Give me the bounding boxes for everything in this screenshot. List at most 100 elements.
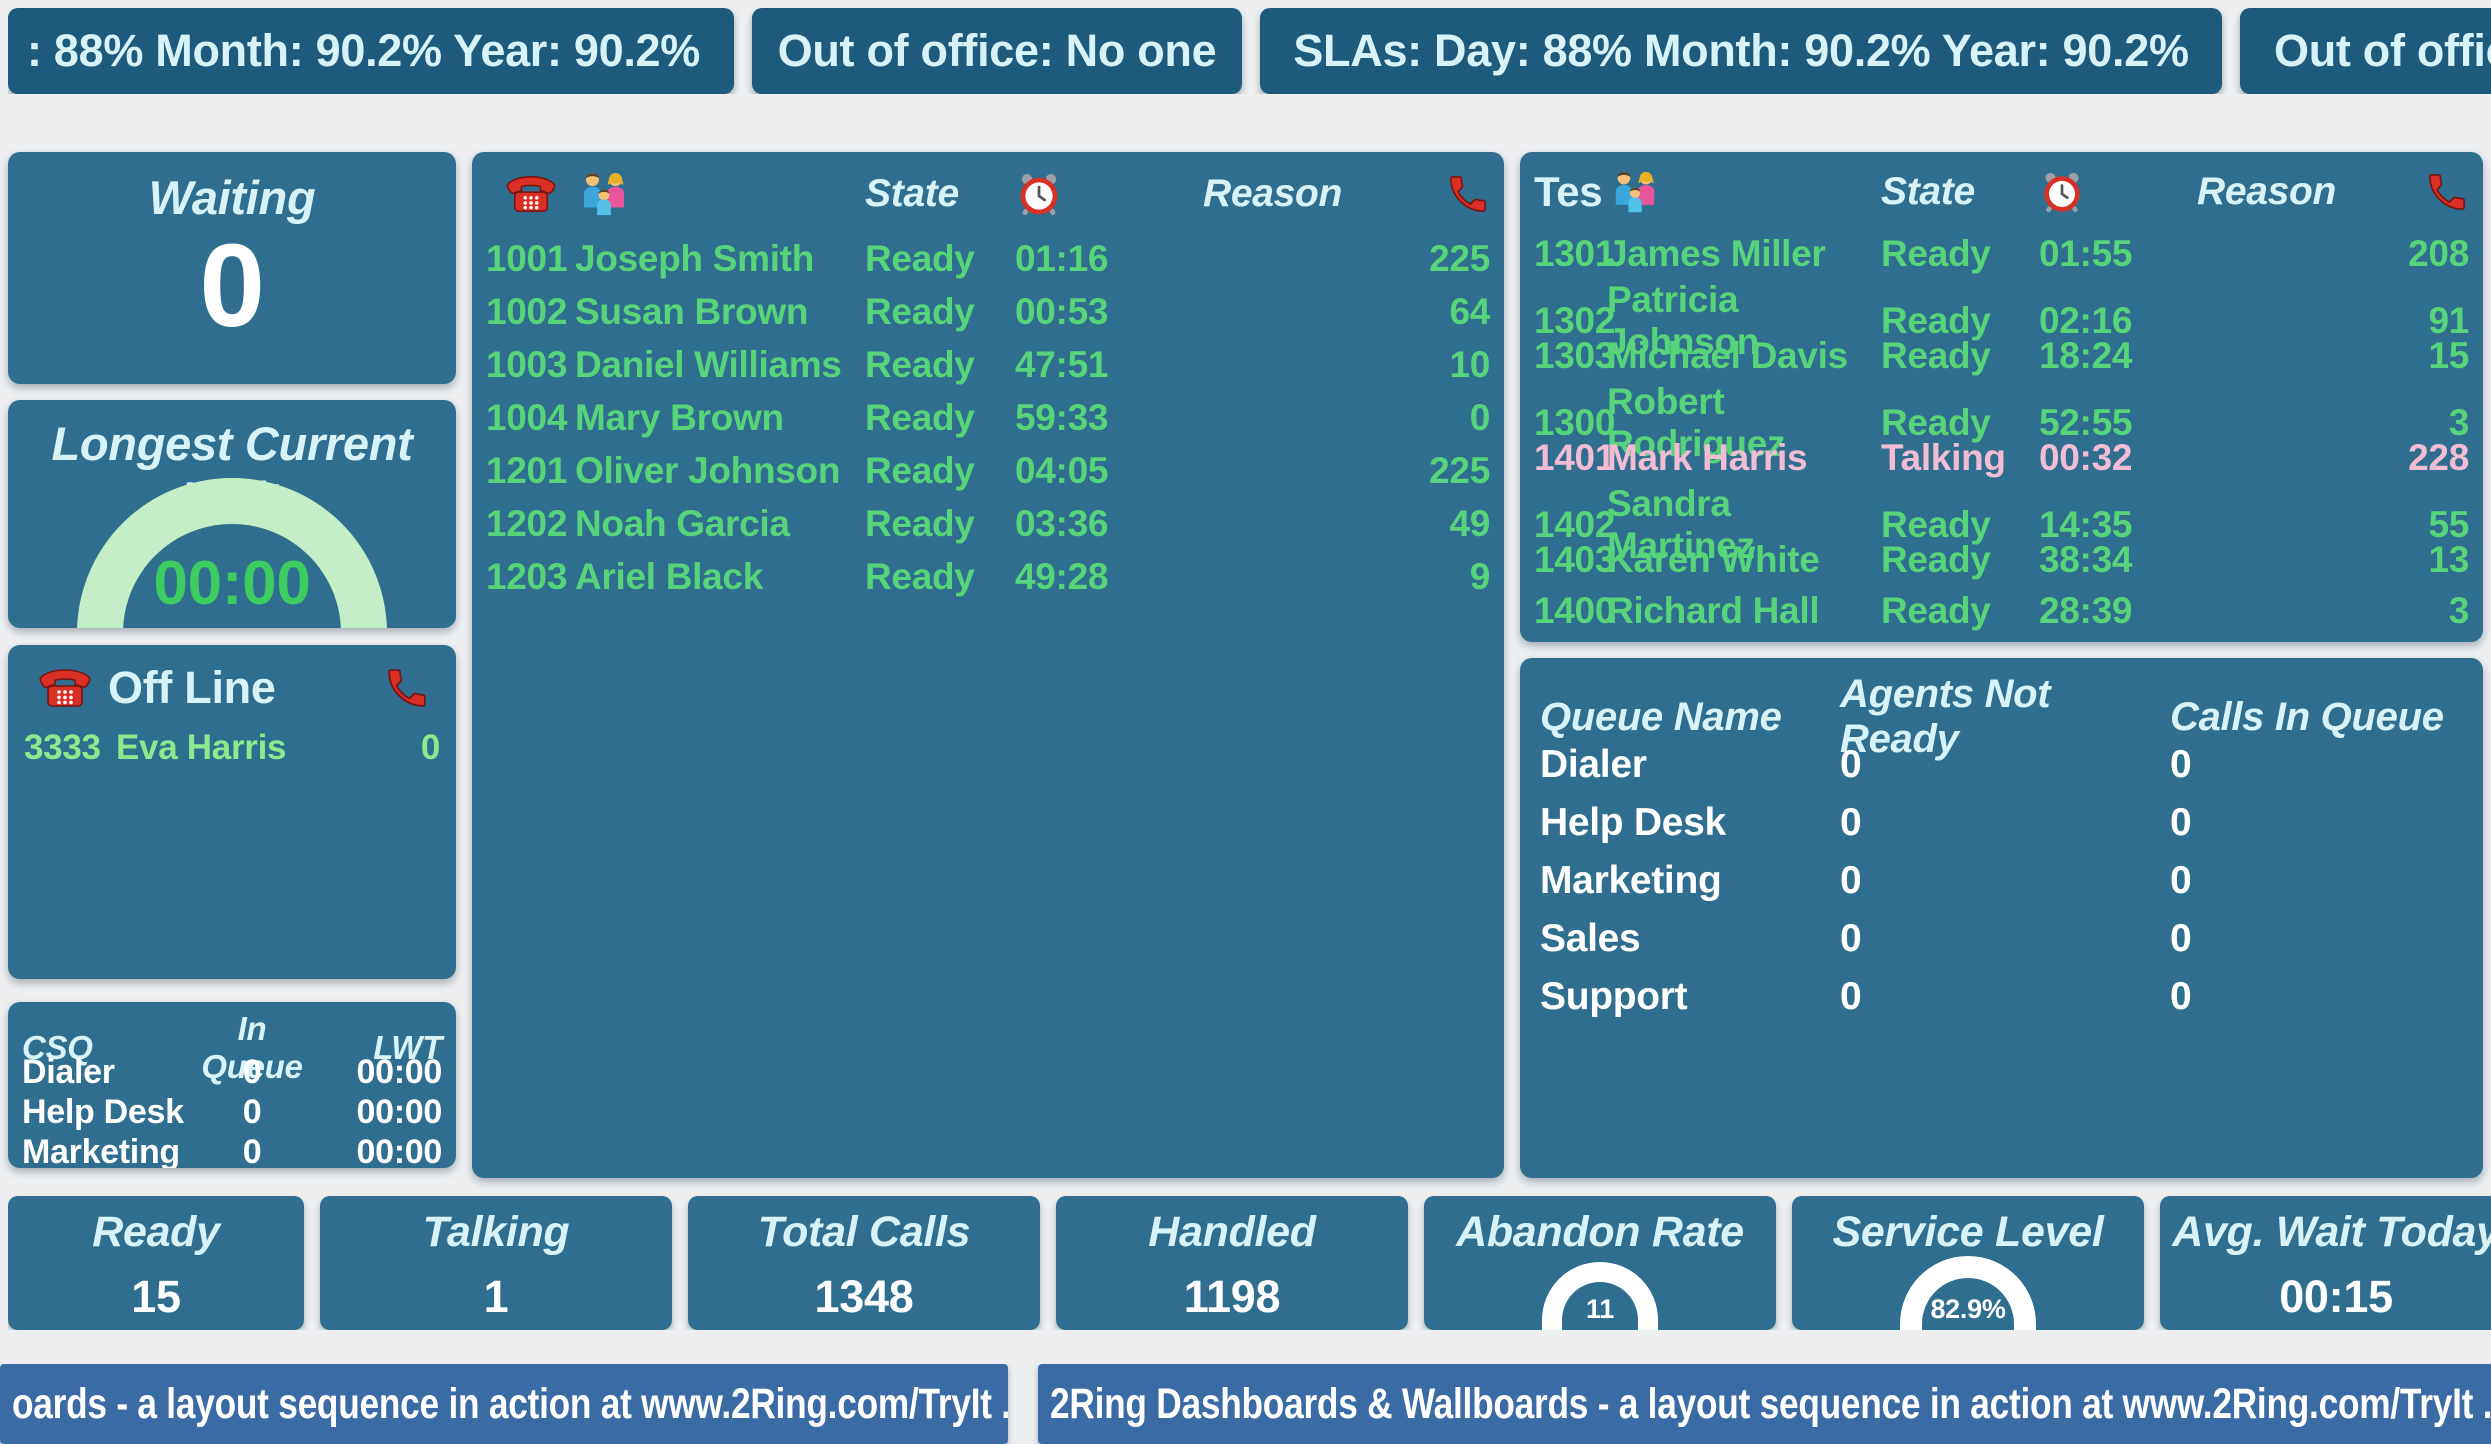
agent-state: Ready [865, 237, 975, 279]
kpi-label: Abandon Rate [1456, 1208, 1744, 1256]
queue-calls-in-queue: 0 [2170, 743, 2192, 786]
agent-id: 1301 [1534, 232, 1616, 274]
queue-agents-not-ready: 0 [1840, 859, 1862, 902]
ticker-item-sla-partial: : 88% Month: 90.2% Year: 90.2% [8, 8, 734, 94]
ticker-item-slas: SLAs: Day: 88% Month: 90.2% Year: 90.2% [1260, 8, 2222, 94]
bottom-ticker: oards - a layout sequence in action at w… [0, 1364, 2491, 1444]
agent-name: James Miller [1607, 232, 1826, 274]
agent-calls: 3 [2448, 589, 2470, 631]
kpi-avg-wait: Avg. Wait Today 00:15 [2160, 1196, 2491, 1330]
ticker-text: : 88% Month: 90.2% Year: 90.2% [27, 25, 700, 76]
agent-time: 04:05 [1015, 449, 1109, 491]
kpi-total-calls: Total Calls 1348 [688, 1196, 1040, 1330]
team-b-title: Tes… [1534, 168, 1607, 215]
csq-lwt: 00:00 [356, 1092, 443, 1131]
kpi-label: Service Level [1832, 1208, 2104, 1256]
agent-calls: 0 [420, 728, 440, 767]
queue-name: Help Desk [1540, 801, 1726, 844]
agent-name: Robert Rodriguez [1607, 381, 1786, 464]
csq-col-name: CSQ [22, 1029, 93, 1066]
waiting-title: Waiting [148, 171, 316, 224]
agent-calls: 49 [1449, 502, 1490, 544]
agent-time: 02:16 [2039, 300, 2133, 341]
agent-state: Ready [1881, 402, 1991, 443]
agent-calls: 225 [1429, 449, 1490, 491]
agent-name: Michael Davis [1607, 334, 1848, 376]
team-b-header-row: Tes… State Reason [1534, 156, 2469, 228]
agent-name: Daniel Williams [575, 343, 842, 385]
kpi-label: Ready [92, 1208, 220, 1256]
kpi-value: 00:15 [2279, 1271, 2393, 1322]
agent-id: 1403 [1534, 538, 1616, 580]
agent-row: 1403 Karen White Ready 38:34 13 [1534, 534, 2469, 585]
csq-col-in-queue: In Queue [201, 1010, 303, 1085]
agent-id: 1400 [1534, 589, 1616, 631]
agent-state: Ready [1881, 232, 1991, 274]
alarm-clock-icon [1015, 170, 1145, 218]
agent-time: 49:28 [1015, 555, 1109, 597]
agent-name: Oliver Johnson [575, 449, 841, 491]
agent-state: Ready [1881, 589, 1991, 631]
agent-name: Joseph Smith [575, 237, 814, 279]
telephone-icon [486, 173, 575, 215]
kpi-label: Talking [422, 1208, 570, 1256]
agent-state: Ready [865, 343, 975, 385]
kpi-tile-row: Ready 15 Talking 1 Total Calls 1348 Hand… [8, 1196, 2491, 1330]
csq-panel: CSQ In Queue LWT Dialer 0 00:00 Help Des… [8, 1002, 456, 1168]
csq-name: Help Desk [22, 1092, 184, 1131]
agent-calls: 13 [2428, 538, 2469, 580]
kpi-value: 1198 [1183, 1271, 1281, 1322]
alarm-clock-icon [2039, 169, 2159, 215]
queue-calls-in-queue: 0 [2170, 975, 2192, 1018]
agent-name: Eva Harris [116, 728, 287, 767]
agent-id: 1004 [486, 396, 568, 438]
agent-row: 1003 Daniel Williams Ready 47:51 10 [486, 338, 1490, 391]
agent-time: 52:55 [2039, 402, 2133, 443]
agent-state: Ready [865, 396, 975, 438]
agent-time: 18:24 [2039, 334, 2133, 376]
queue-row: Support 0 0 [1540, 968, 2463, 1026]
abandon-rate-value: 11 [1586, 1294, 1614, 1324]
csq-lwt: 00:00 [356, 1052, 443, 1091]
state-column-header: State [865, 172, 959, 215]
team-a-header-row: State Reason [486, 156, 1490, 232]
ticker-text: Out of office: No one [777, 25, 1217, 76]
offline-agent-row: 3333 Eva Harris 0 [8, 723, 456, 773]
telephone-icon [22, 666, 108, 710]
queue-row: Sales 0 0 [1540, 910, 2463, 968]
agent-calls: 10 [1449, 343, 1490, 385]
queue-agents-not-ready: 0 [1840, 917, 1862, 960]
agent-row: 1201 Oliver Johnson Ready 04:05 225 [486, 444, 1490, 497]
queue-row: Dialer 0 0 [1540, 736, 2463, 794]
agent-calls: 64 [1449, 290, 1490, 332]
agent-time: 00:32 [2039, 436, 2133, 478]
agent-id: 1202 [486, 502, 568, 544]
agent-state: Ready [865, 449, 975, 491]
agent-name: Sandra Martinez [1607, 483, 1755, 566]
state-column-header: State [1881, 170, 1975, 213]
agent-state: Talking [1881, 436, 2006, 478]
queue-name: Marketing [1540, 859, 1722, 902]
csq-name: Marketing [22, 1132, 180, 1169]
agent-name: Mark Harris [1607, 436, 1808, 478]
agent-row: 1203 Ariel Black Ready 49:28 9 [486, 550, 1490, 603]
agent-row-talking: 1401 Mark Harris Talking 00:32 228 [1534, 432, 2469, 483]
agent-id: 1300 [1534, 402, 1616, 443]
agent-id: 1402 [1534, 504, 1616, 545]
agent-row: 1300 Robert Rodriguez Ready 52:55 3 [1534, 381, 2469, 464]
agent-id: 1203 [486, 555, 568, 597]
agent-id: 1302 [1534, 300, 1616, 341]
ticker-text: SLAs: Day: 88% Month: 90.2% Year: 90.2% [1293, 25, 2189, 76]
kpi-label: Avg. Wait Today [2172, 1208, 2491, 1256]
agent-state: Ready [865, 290, 975, 332]
agent-id: 1001 [486, 237, 568, 279]
agent-name: Ariel Black [575, 555, 763, 597]
queue-header-row: Queue Name Agents Not Ready Calls In Que… [1540, 672, 2463, 761]
kpi-label: Handled [1148, 1208, 1316, 1256]
queue-col-calls-in-queue: Calls In Queue [2170, 694, 2444, 739]
agent-calls: 228 [2408, 436, 2469, 478]
kpi-abandon-rate: Abandon Rate 11 [1424, 1196, 1776, 1330]
queue-calls-in-queue: 0 [2170, 801, 2192, 844]
waiting-value: 0 [199, 220, 265, 352]
offline-header: Off Line [8, 645, 456, 723]
